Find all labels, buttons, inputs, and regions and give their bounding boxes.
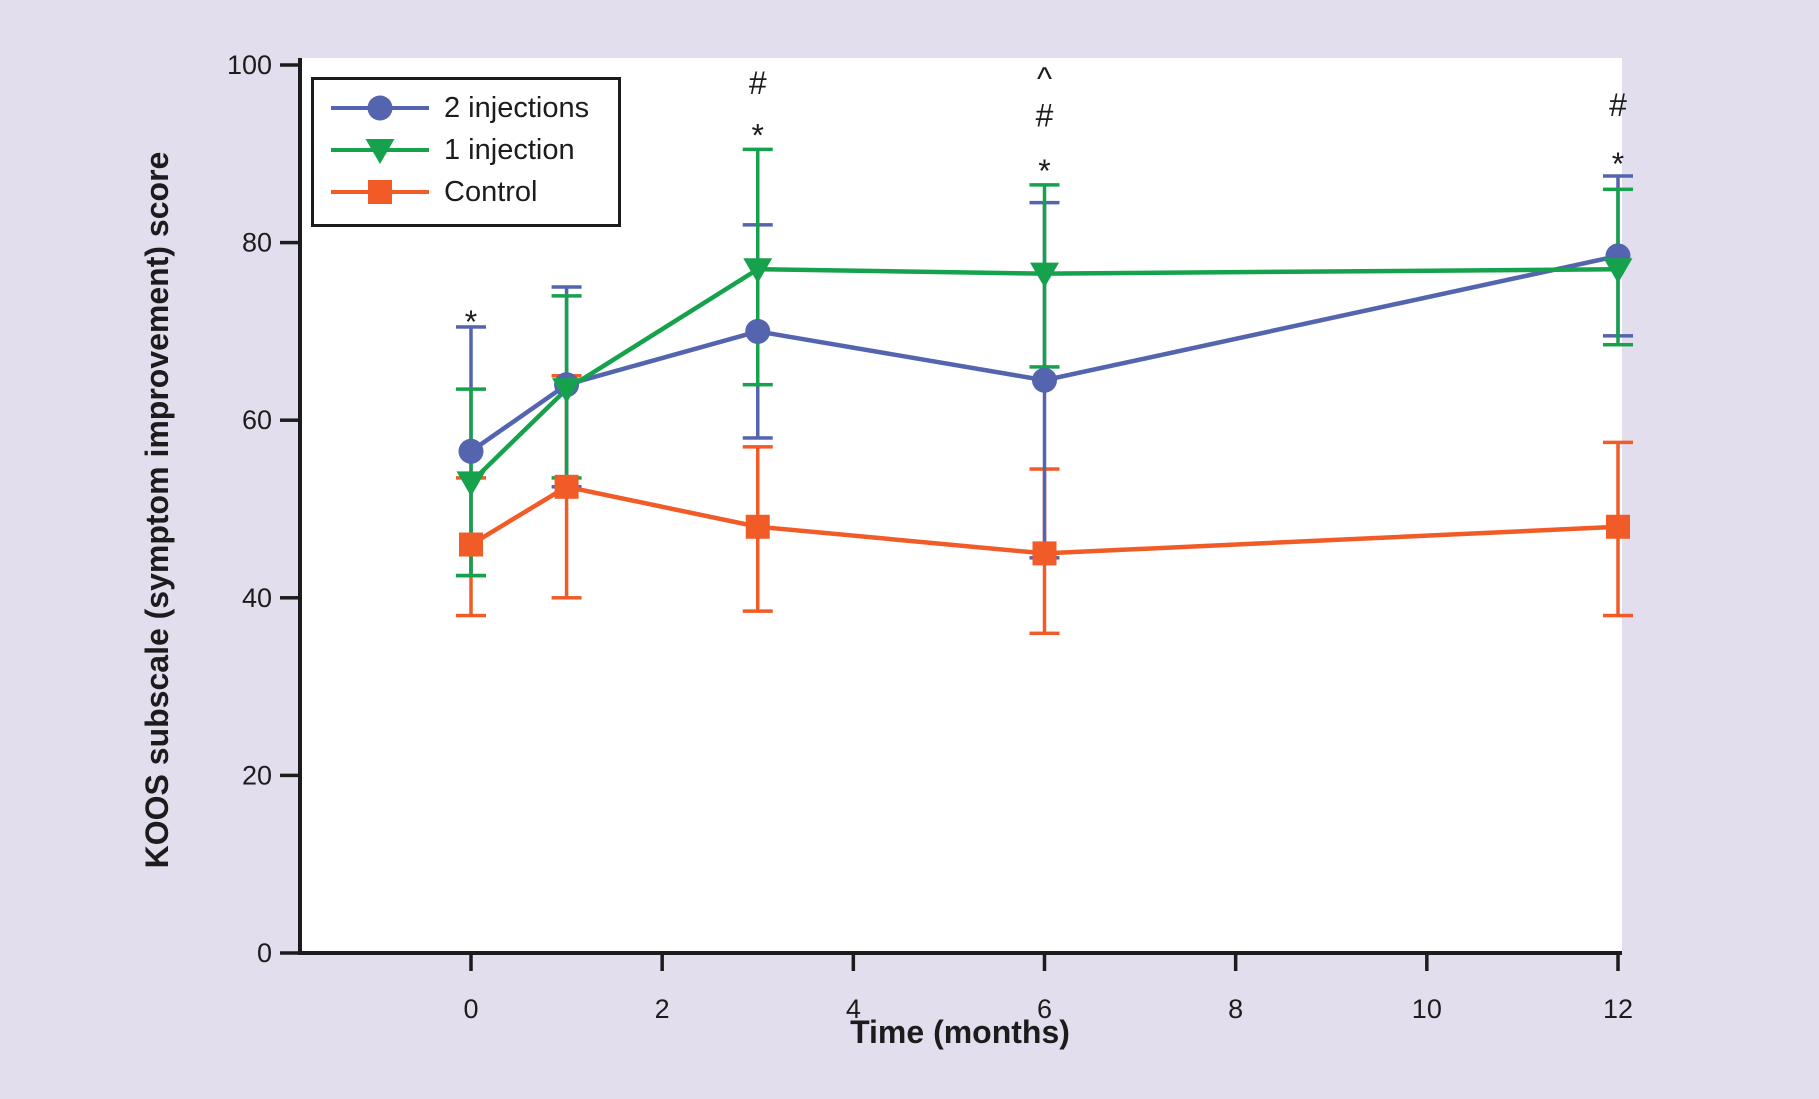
x-tick [1233, 953, 1238, 971]
error-cap-bottom [1602, 613, 1633, 618]
data-point-marker [1605, 514, 1630, 539]
x-tick [851, 953, 856, 971]
error-cap-bottom [742, 436, 773, 440]
error-cap-top [742, 445, 773, 449]
data-point-marker [552, 378, 582, 404]
x-tick-label: 2 [655, 994, 670, 1024]
y-tick [280, 418, 300, 422]
y-tick [280, 240, 300, 245]
y-axis-spine [298, 58, 302, 955]
data-point-marker [745, 514, 770, 539]
significance-annotation: ^ [1037, 60, 1052, 96]
y-axis-title: KOOS subscale (symptom improvement) scor… [139, 152, 175, 869]
y-tick-label: 20 [242, 760, 272, 790]
error-cap-top [551, 294, 582, 298]
y-tick [280, 773, 300, 778]
error-cap-top [1029, 183, 1060, 187]
legend-marker [365, 139, 395, 164]
significance-annotation: # [1609, 87, 1627, 123]
legend-entry-label: Control [444, 176, 538, 208]
x-tick-label: 4 [846, 994, 861, 1024]
legend-marker [367, 95, 393, 121]
x-tick-label: 6 [1037, 994, 1052, 1024]
error-cap-bottom [742, 609, 773, 613]
significance-annotation: # [749, 65, 767, 101]
x-tick [660, 953, 664, 971]
error-cap-bottom [1029, 365, 1060, 369]
error-cap-top [1602, 174, 1633, 178]
error-cap-top [456, 325, 486, 329]
data-point-marker [554, 474, 579, 499]
data-point-marker [1032, 541, 1057, 566]
legend-entry-label: 2 injections [444, 92, 589, 124]
x-tick-label: 0 [463, 994, 478, 1024]
x-tick [469, 953, 473, 971]
y-tick [280, 63, 300, 67]
x-axis-spine [298, 951, 1622, 955]
x-tick [1425, 953, 1429, 971]
y-tick-label: 80 [242, 228, 272, 258]
x-tick-label: 12 [1603, 994, 1633, 1024]
x-tick [1616, 953, 1620, 971]
significance-annotation: * [1038, 153, 1050, 189]
data-point-marker [743, 258, 773, 284]
error-cap-top [742, 147, 773, 152]
error-cap-top [551, 285, 582, 289]
data-point-marker [1029, 262, 1059, 288]
error-cap-bottom [742, 382, 773, 387]
legend-marker [368, 180, 392, 204]
significance-annotation: * [1612, 146, 1624, 182]
error-cap-bottom [1602, 342, 1633, 347]
error-cap-bottom [456, 613, 486, 618]
x-tick [1042, 953, 1047, 971]
y-tick-label: 60 [242, 405, 272, 435]
y-tick [280, 596, 300, 600]
y-tick-label: 40 [242, 583, 272, 613]
data-point-marker [1603, 258, 1633, 284]
x-tick-label: 8 [1228, 994, 1243, 1024]
error-cap-bottom [1029, 631, 1060, 636]
significance-annotation: # [1036, 98, 1054, 134]
data-point-marker [456, 471, 486, 497]
x-axis-title: Time (months) [850, 1014, 1070, 1050]
data-point-marker [1031, 367, 1057, 393]
y-tick-label: 100 [227, 50, 272, 80]
data-point-marker [458, 438, 484, 464]
legend-entry-label: 1 injection [444, 134, 575, 166]
error-cap-top [1602, 440, 1633, 445]
significance-annotation: * [465, 304, 477, 340]
error-cap-top [456, 387, 486, 391]
error-cap-bottom [456, 573, 486, 578]
x-tick-label: 10 [1412, 994, 1442, 1024]
significance-annotation: * [752, 118, 764, 154]
y-tick-label: 0 [257, 938, 272, 968]
error-cap-top [1602, 187, 1633, 192]
y-tick [280, 951, 300, 955]
data-point-marker [745, 318, 771, 344]
error-cap-bottom [551, 596, 582, 600]
data-point-marker [459, 532, 483, 557]
